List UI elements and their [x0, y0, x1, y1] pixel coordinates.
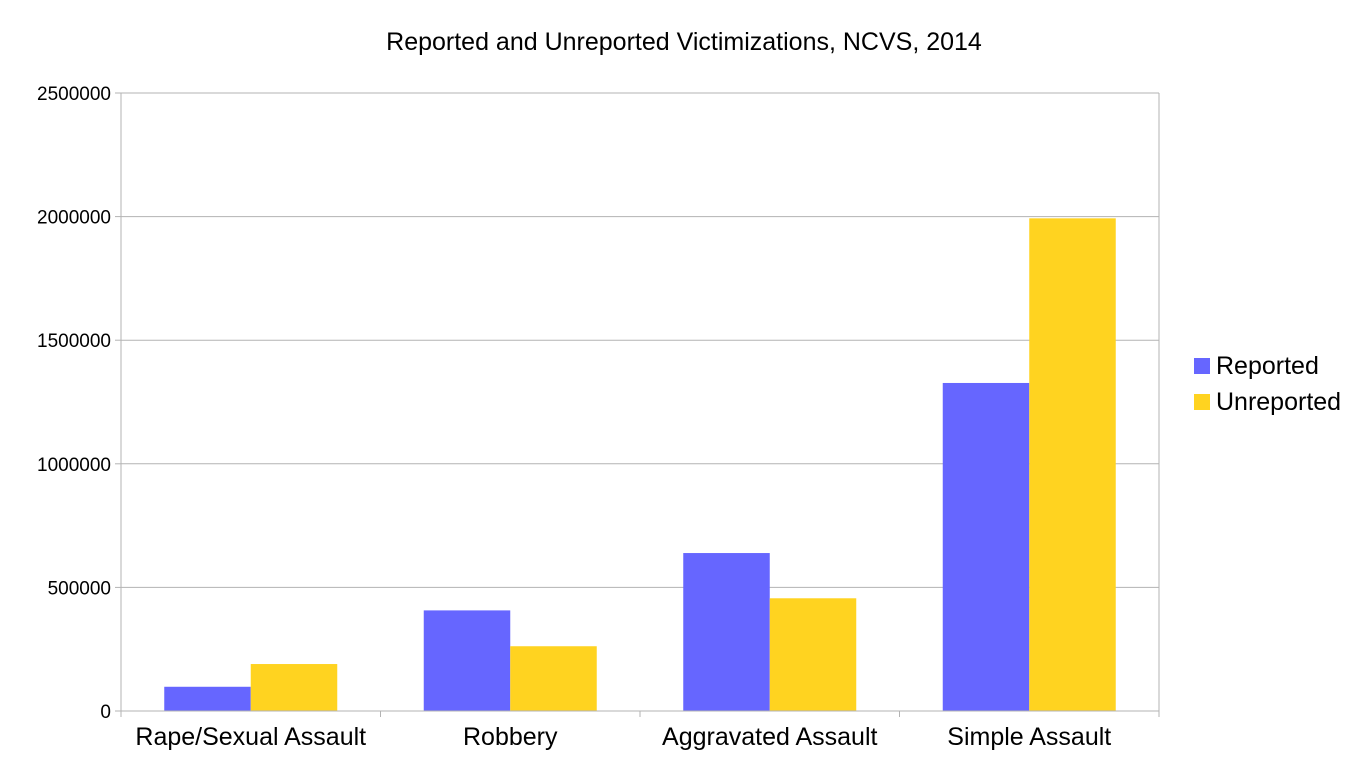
y-tick-label-3: 1500000: [37, 331, 111, 352]
bars: [164, 218, 1116, 712]
legend-item-unreported: Unreported: [1194, 384, 1341, 420]
y-tick-label-1: 500000: [48, 578, 111, 599]
legend-label-unreported: Unreported: [1216, 387, 1342, 416]
x-tick-label-2: Aggravated Assault: [662, 723, 877, 751]
bar-unreported-2: [769, 598, 857, 711]
x-tick-label-0: Rape/Sexual Assault: [135, 723, 366, 751]
bar-reported-0: [164, 686, 251, 711]
legend-swatch-unreported: [1194, 394, 1210, 410]
y-tick-label-4: 2000000: [37, 208, 111, 229]
bar-unreported-0: [250, 664, 338, 711]
bar-unreported-3: [1029, 218, 1116, 712]
y-tick-label-5: 2500000: [37, 84, 111, 105]
legend-item-reported: Reported: [1194, 348, 1341, 384]
legend-swatch-reported: [1194, 358, 1210, 374]
bar-reported-3: [942, 382, 1030, 711]
legend-label-reported: Reported: [1216, 351, 1319, 380]
y-tick-label-0: 0: [100, 702, 111, 723]
chart-title: Reported and Unreported Victimizations, …: [386, 28, 982, 56]
bar-reported-1: [423, 610, 511, 711]
bar-reported-2: [683, 553, 770, 711]
bar-unreported-1: [510, 646, 597, 711]
legend: Reported Unreported: [1194, 348, 1341, 420]
axes: 0 500000 1000000 1500000 2000000 2500000 Rape/…: [37, 84, 1160, 751]
y-tick-label-2: 1000000: [37, 455, 111, 476]
x-tick-label-1: Robbery: [463, 723, 558, 751]
x-tick-label-3: Simple Assault: [947, 723, 1111, 751]
